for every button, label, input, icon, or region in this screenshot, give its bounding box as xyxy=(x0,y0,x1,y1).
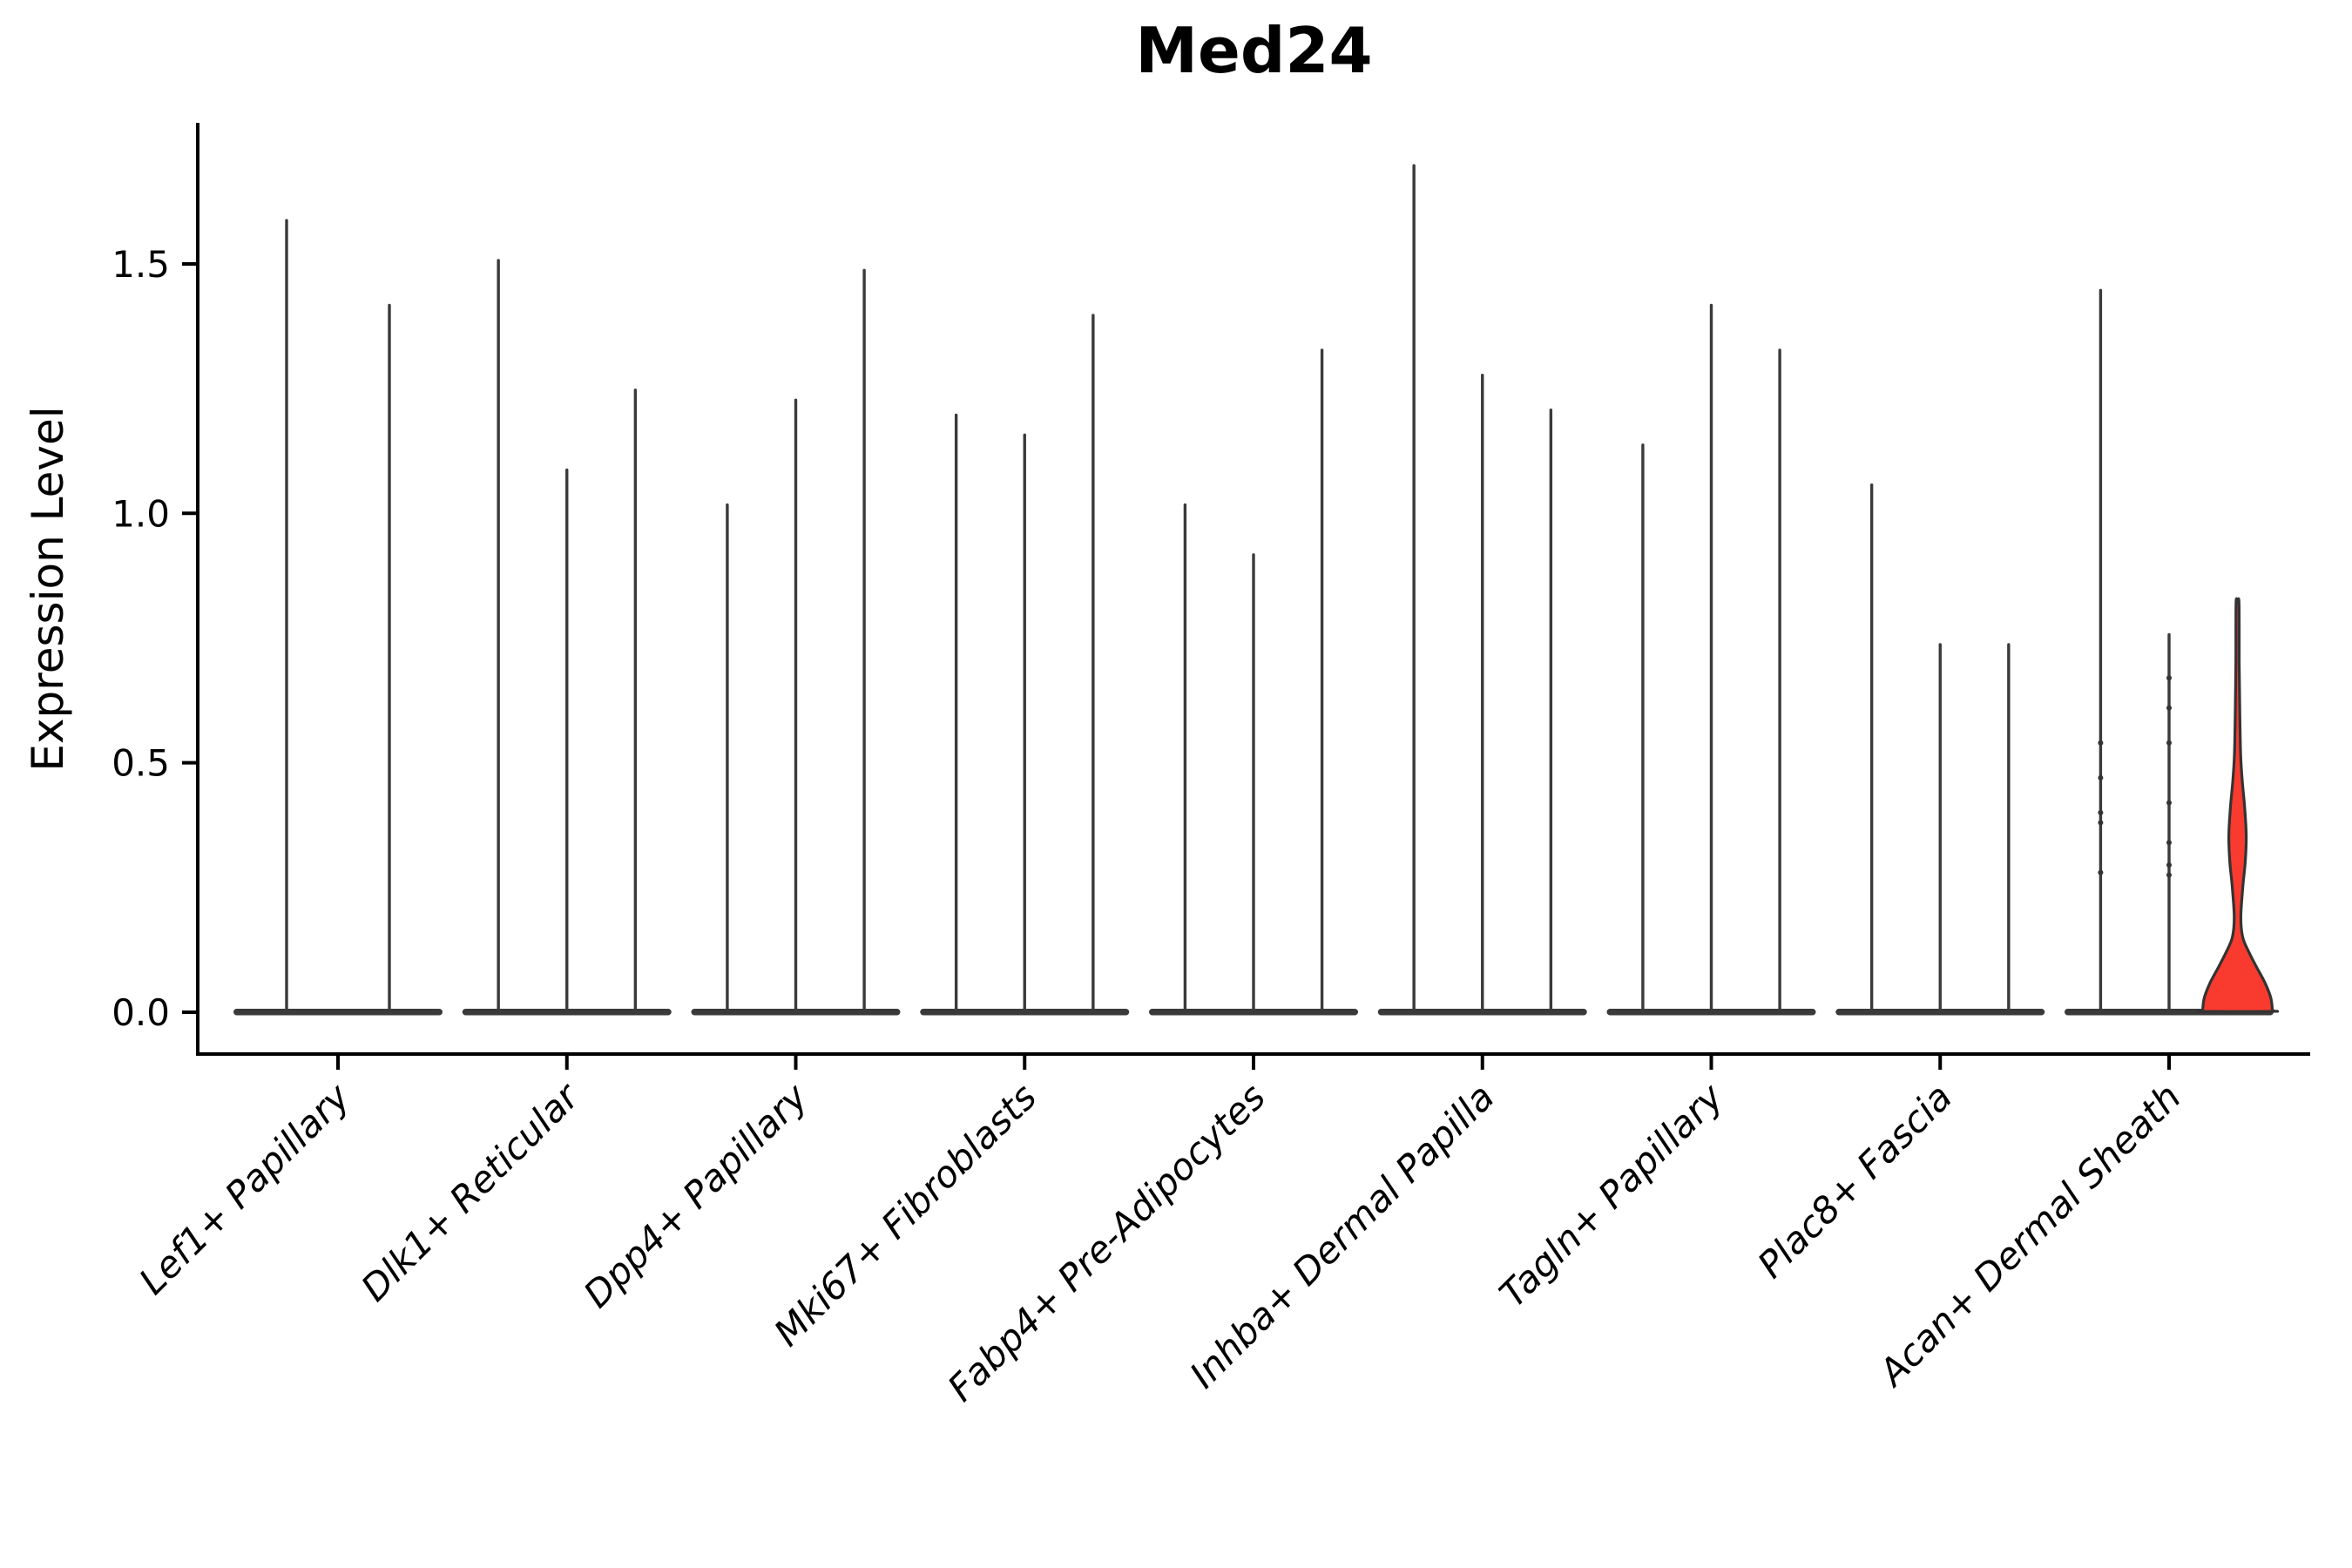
data-point-dot xyxy=(2166,705,2172,711)
y-tick-label: 0.0 xyxy=(112,991,170,1034)
x-category-label: Lef1+ Papillary xyxy=(131,1075,359,1303)
x-category-label: Dpp4+ Papillary xyxy=(575,1075,816,1316)
y-tick-label: 1.0 xyxy=(112,492,170,535)
chart-title: Med24 xyxy=(1135,14,1373,87)
violin-baseline xyxy=(233,1009,443,1016)
data-point-dot xyxy=(2098,740,2104,746)
data-point-dot xyxy=(2098,809,2104,815)
data-point-dot xyxy=(2166,862,2172,868)
data-point-dot xyxy=(2166,675,2172,681)
y-tick-label: 0.5 xyxy=(112,742,170,785)
data-point-dot xyxy=(2098,774,2104,781)
data-point-dot xyxy=(2166,800,2172,806)
data-point-dot xyxy=(2098,869,2104,875)
x-category-label: Dlk1+ Reticular xyxy=(353,1073,589,1309)
y-axis-label: Expression Level xyxy=(23,406,73,772)
x-category-label: Plac8+ Fascia xyxy=(1749,1075,1960,1286)
data-point-dot xyxy=(2166,872,2172,878)
violin-shape-highlight xyxy=(2196,597,2280,1013)
x-category-label: Tagln+ Papillary xyxy=(1491,1075,1733,1316)
data-point-dot xyxy=(2098,820,2104,826)
y-tick-label: 1.5 xyxy=(112,243,170,286)
data-point-dot xyxy=(2166,740,2172,746)
data-point-dot xyxy=(2166,840,2172,846)
x-category-label: Mki67+ Fibroblasts xyxy=(766,1075,1044,1354)
